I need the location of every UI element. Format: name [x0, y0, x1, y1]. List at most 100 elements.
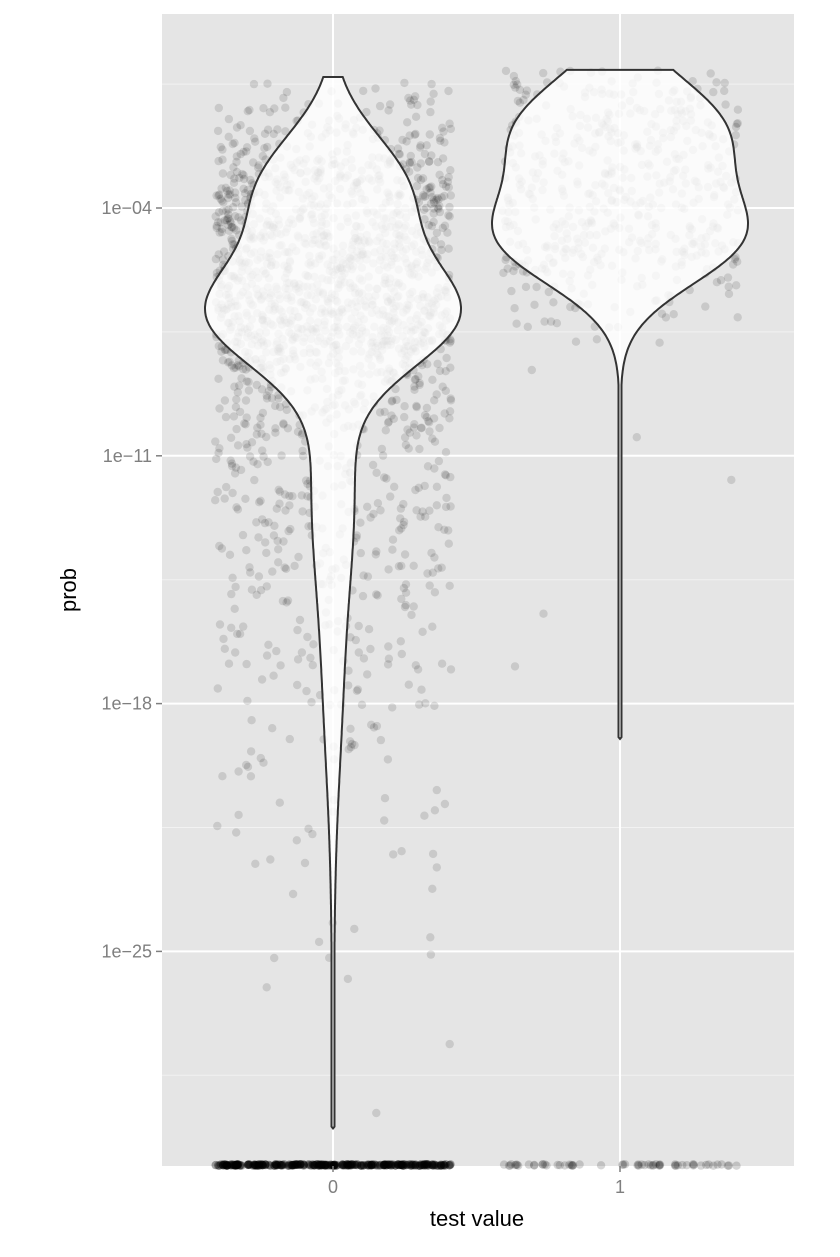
zero-point — [283, 1161, 293, 1170]
y-tick-label: 1e−25 — [101, 941, 152, 961]
data-point — [224, 205, 233, 214]
zero-point — [717, 1160, 726, 1169]
data-point — [224, 210, 233, 219]
data-point — [264, 640, 273, 649]
data-point — [214, 448, 223, 458]
zero-point — [381, 1160, 390, 1169]
data-point — [224, 132, 233, 141]
data-point — [258, 151, 267, 161]
data-point — [231, 402, 241, 412]
data-point — [211, 437, 220, 446]
data-point — [412, 402, 421, 412]
data-point — [432, 228, 442, 238]
data-point — [230, 174, 239, 183]
data-point — [421, 699, 430, 708]
data-point — [380, 407, 389, 417]
data-point — [412, 506, 421, 515]
zero-point — [310, 1161, 319, 1170]
data-point — [234, 810, 243, 820]
zero-point — [290, 1160, 299, 1170]
data-point — [224, 659, 234, 668]
zero-point — [436, 1161, 445, 1170]
data-point — [225, 186, 234, 195]
data-point — [413, 665, 423, 674]
data-point — [227, 361, 237, 370]
data-point — [384, 565, 393, 574]
zero-point — [655, 1161, 664, 1170]
data-point — [297, 430, 307, 439]
data-point — [262, 391, 271, 400]
zero-point — [245, 1160, 255, 1170]
zero-point — [429, 1160, 439, 1169]
data-point — [523, 322, 532, 331]
data-point — [279, 420, 288, 429]
zero-point — [344, 1161, 353, 1170]
data-point — [434, 523, 443, 532]
data-point — [302, 686, 311, 696]
data-point — [419, 192, 428, 201]
data-point — [382, 474, 391, 483]
data-point — [274, 394, 283, 403]
data-point — [260, 144, 269, 153]
data-point — [262, 394, 272, 403]
data-point — [235, 173, 244, 183]
zero-point — [320, 1161, 329, 1170]
zero-point — [261, 1160, 270, 1169]
y-tick-label: 1e−04 — [101, 198, 152, 218]
zero-point — [309, 1161, 318, 1170]
data-point — [282, 87, 292, 97]
data-point — [661, 313, 671, 322]
data-point — [432, 195, 441, 204]
data-point — [247, 585, 257, 594]
data-point — [499, 268, 508, 278]
zero-point — [344, 1160, 353, 1170]
zero-point — [704, 1160, 713, 1169]
data-point — [263, 457, 272, 467]
zero-point — [386, 1161, 396, 1170]
data-point — [215, 404, 224, 413]
zero-point — [530, 1161, 539, 1170]
zero-point — [231, 1161, 240, 1170]
zero-point — [211, 1160, 220, 1170]
zero-point — [308, 1160, 317, 1169]
data-point — [301, 476, 311, 485]
data-point — [430, 236, 439, 245]
data-point — [214, 208, 224, 217]
zero-point — [296, 1160, 305, 1169]
data-point — [429, 198, 439, 207]
data-point — [530, 300, 539, 309]
data-point — [308, 829, 317, 839]
data-point — [429, 89, 438, 99]
data-point — [314, 937, 324, 947]
data-point — [387, 397, 396, 406]
zero-point — [368, 1160, 378, 1170]
data-point — [362, 107, 371, 117]
zero-point — [293, 1160, 302, 1169]
data-point — [226, 456, 235, 465]
data-point — [511, 76, 520, 86]
zero-point — [410, 1161, 420, 1170]
data-point — [444, 244, 453, 253]
zero-point — [540, 1160, 549, 1169]
data-point — [218, 206, 227, 216]
data-point — [428, 622, 437, 631]
zero-point — [329, 1161, 338, 1170]
zero-point — [514, 1161, 523, 1170]
data-point — [292, 836, 301, 845]
zero-point — [671, 1161, 680, 1170]
data-point — [270, 521, 279, 530]
data-point — [307, 698, 316, 707]
data-point — [268, 567, 277, 576]
data-point — [356, 548, 365, 558]
data-point — [415, 378, 424, 388]
data-point — [259, 104, 268, 113]
data-point — [233, 441, 243, 450]
zero-point — [364, 1160, 374, 1170]
zero-point — [379, 1161, 388, 1170]
data-point — [220, 396, 230, 405]
zero-point — [391, 1161, 400, 1170]
data-point — [412, 431, 421, 440]
zero-point — [233, 1160, 242, 1170]
data-point — [245, 563, 254, 572]
data-point — [513, 96, 523, 106]
